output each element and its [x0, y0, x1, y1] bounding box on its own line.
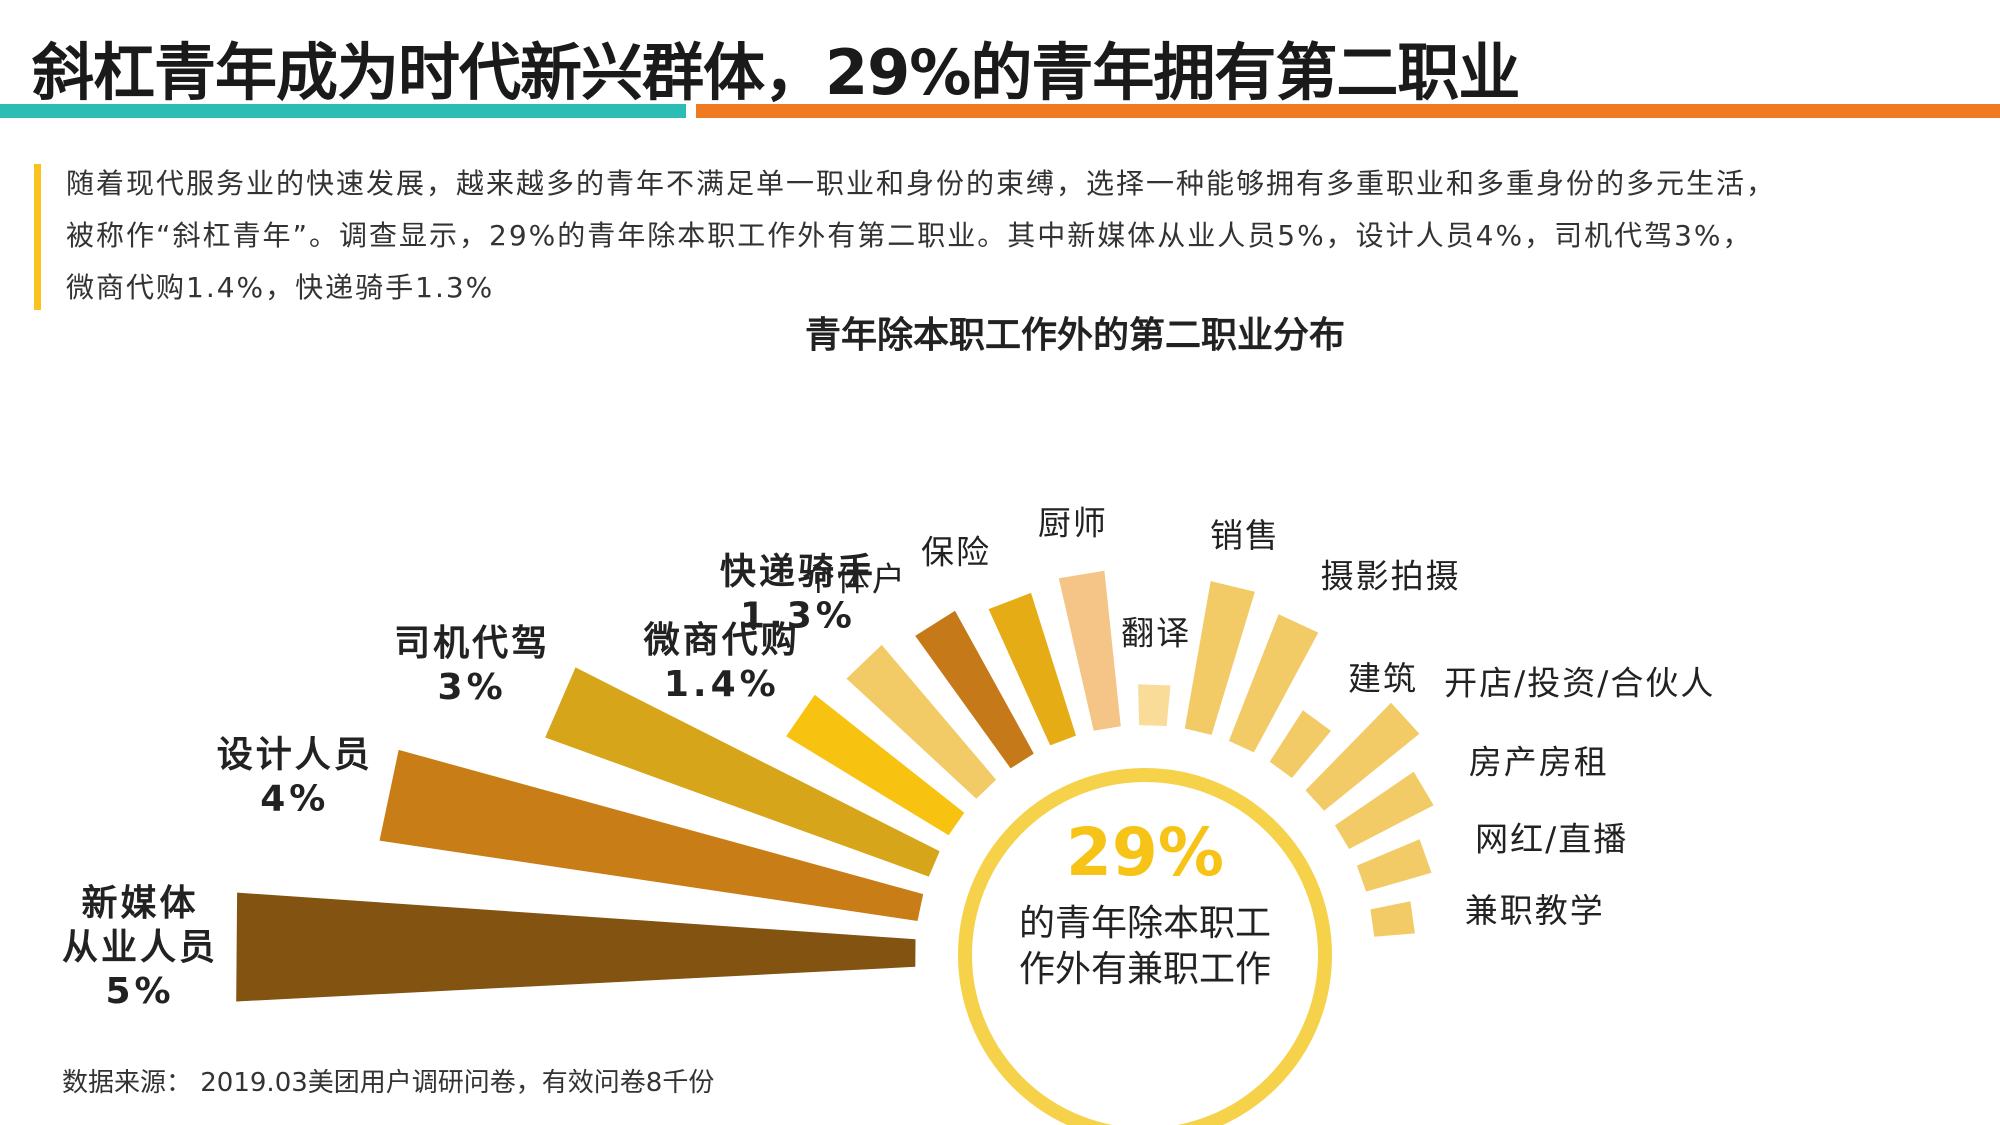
category-name-11-line-1: 摄影拍摄 — [1321, 557, 1461, 596]
category-name-5-line-1: 快递骑手 — [720, 552, 876, 593]
category-name-1-line-2: 从业人员 — [62, 927, 218, 968]
category-name-15-line-1: 网红/直播 — [1475, 819, 1628, 858]
category-label-12: 建筑 — [1348, 659, 1418, 698]
category-label-13: 开店/投资/合伙人 — [1444, 664, 1715, 703]
category-value-3: 3% — [438, 667, 507, 708]
category-label-14: 房产房租 — [1469, 742, 1609, 781]
bar-4 — [786, 694, 965, 836]
bar-6 — [915, 610, 1034, 769]
center-value: 29% — [1066, 814, 1224, 891]
category-name-7-line-1: 保险 — [921, 533, 991, 572]
category-name-3-line-1: 司机代驾 — [394, 623, 550, 664]
bar-2 — [379, 749, 924, 921]
category-value-5: 1.3% — [740, 596, 856, 637]
intro-line-2: 被称作“斜杠青年”。调查显示，29%的青年除本职工作外有第二职业。其中新媒体从业… — [66, 219, 1753, 252]
category-label-6: 个体户 — [802, 560, 907, 599]
bar-14 — [1335, 771, 1434, 849]
bar-8 — [1058, 570, 1121, 731]
bar-7 — [988, 592, 1076, 746]
category-name-14-line-1: 房产房租 — [1469, 742, 1609, 781]
category-label-5: 快递骑手1.3% — [720, 552, 876, 637]
intro-line-3: 微商代购1.4%，快递骑手1.3% — [66, 271, 495, 304]
category-name-12-line-1: 建筑 — [1348, 659, 1418, 698]
data-source-note: 数据来源： 2019.03美团用户调研问卷，有效问卷8千份 — [62, 1068, 715, 1098]
title-underline-orange — [696, 104, 2000, 118]
bar-1 — [236, 892, 916, 1002]
category-label-10: 销售 — [1210, 516, 1280, 555]
center-caption-line-1: 的青年除本职工 — [1019, 903, 1271, 944]
bar-13 — [1305, 702, 1420, 811]
category-name-10-line-1: 销售 — [1210, 516, 1280, 555]
category-value-1: 5% — [105, 971, 174, 1012]
bar-11 — [1228, 614, 1319, 753]
category-name-6-line-1: 个体户 — [802, 560, 907, 599]
label-layer: 新媒体从业人员5%设计人员4%司机代驾3%微商代购1.4%快递骑手1.3%个体户… — [62, 504, 1715, 1013]
category-name-16-line-1: 兼职教学 — [1465, 891, 1605, 930]
category-value-2: 4% — [260, 778, 329, 819]
center-caption-line-2: 作外有兼职工作 — [1019, 949, 1271, 990]
intro-accent-bar — [34, 164, 41, 310]
category-name-4-line-1: 微商代购 — [643, 620, 800, 661]
category-label-11: 摄影拍摄 — [1321, 557, 1461, 596]
page-title: 斜杠青年成为时代新兴群体，29%的青年拥有第二职业 — [32, 36, 1520, 109]
center-circle — [958, 768, 1332, 1125]
category-label-1: 新媒体从业人员5% — [62, 883, 218, 1012]
category-name-1-line-1: 新媒体 — [81, 883, 198, 924]
category-name-13-line-1: 开店/投资/合伙人 — [1444, 664, 1715, 703]
category-name-9-line-1: 翻译 — [1121, 613, 1191, 652]
category-label-3: 司机代驾3% — [394, 623, 550, 708]
category-label-9: 翻译 — [1121, 613, 1191, 652]
bar-9 — [1138, 684, 1171, 726]
bar-15 — [1356, 839, 1432, 892]
category-label-7: 保险 — [921, 533, 991, 572]
category-label-15: 网红/直播 — [1475, 819, 1628, 858]
bar-12 — [1269, 710, 1331, 778]
bar-3 — [545, 667, 940, 877]
intro-paragraph: 随着现代服务业的快速发展，越来越多的青年不满足单一职业和身份的束缚，选择一种能够… — [66, 158, 1976, 314]
bar-16 — [1370, 901, 1415, 937]
category-name-8-line-1: 厨师 — [1038, 504, 1108, 543]
chart-title: 青年除本职工作外的第二职业分布 — [804, 315, 1345, 356]
category-label-2: 设计人员4% — [217, 734, 373, 819]
category-name-2-line-1: 设计人员 — [217, 734, 373, 775]
title-underline-teal — [0, 104, 686, 118]
category-label-8: 厨师 — [1038, 504, 1108, 543]
category-label-16: 兼职教学 — [1465, 891, 1605, 930]
intro-line-1: 随着现代服务业的快速发展，越来越多的青年不满足单一职业和身份的束缚，选择一种能够… — [66, 167, 1777, 200]
bar-5 — [846, 644, 997, 799]
category-value-4: 1.4% — [664, 664, 780, 705]
category-label-4: 微商代购1.4% — [643, 620, 800, 705]
bar-10 — [1184, 581, 1255, 735]
bar-layer — [236, 570, 1434, 1002]
